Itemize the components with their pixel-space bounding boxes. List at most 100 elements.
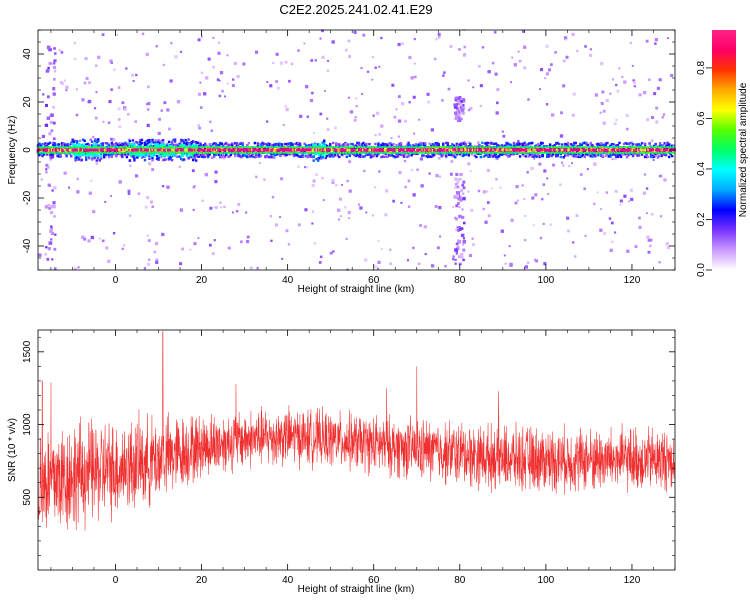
spectrogram-point <box>209 244 212 247</box>
spectrogram-point <box>375 67 377 69</box>
spectrogram-point <box>297 166 299 168</box>
spectrogram-point <box>45 205 48 208</box>
spectrogram-point <box>597 191 599 193</box>
spectrogram-point <box>147 86 150 89</box>
spectrogram-point <box>511 57 513 59</box>
spectrogram-point <box>113 69 115 71</box>
spectrogram-point <box>601 102 604 105</box>
spectrogram-point <box>219 95 222 98</box>
spectrogram-point <box>442 154 444 156</box>
spectrogram-point <box>269 84 272 87</box>
spectrogram-point <box>626 250 629 253</box>
spectrogram-point <box>420 157 423 160</box>
spectrogram-point <box>505 263 507 265</box>
spectrogram-point <box>393 116 396 119</box>
colorbar: 0.00.20.40.60.8 Normalized spectral ampl… <box>696 30 749 277</box>
spectrogram-point <box>168 128 171 131</box>
spectrogram-point <box>653 92 656 95</box>
spectrogram-point <box>380 124 383 127</box>
spectrogram-point <box>219 202 221 204</box>
spectrogram-point <box>398 171 401 174</box>
spectrogram-point <box>651 213 654 216</box>
spectrogram-point <box>447 142 449 144</box>
spectrogram-point <box>485 221 488 224</box>
spectrogram-point <box>330 252 333 255</box>
spectrogram-point <box>560 134 563 137</box>
spectrogram-point <box>597 154 599 156</box>
spectrogram-point <box>78 266 80 268</box>
spectrogram-point <box>461 118 463 120</box>
spectrogram-point <box>121 101 124 104</box>
spectrogram-point <box>561 143 563 145</box>
spectrogram-point <box>458 114 461 117</box>
spectrogram-point <box>663 178 666 181</box>
spectrogram-point <box>208 58 211 61</box>
spectrogram-point <box>80 159 82 161</box>
spectrogram-point <box>53 248 56 251</box>
spectrogram-point <box>600 208 602 210</box>
colorbar-tick-label: 0.6 <box>696 111 707 125</box>
spectrogram-point <box>618 68 620 70</box>
spectrogram-point <box>403 154 405 156</box>
spectrogram-point <box>461 234 464 237</box>
spectrogram-point <box>53 92 56 95</box>
spectrogram-point <box>311 222 313 224</box>
spectrogram-point <box>657 155 659 157</box>
spectrogram-point <box>123 244 125 246</box>
spectrogram-point <box>327 128 330 131</box>
spectrogram-point <box>543 169 546 172</box>
spectrogram-point <box>96 159 98 161</box>
spectrogram-point <box>431 128 434 131</box>
spectrogram-point <box>232 212 234 214</box>
spectrogram-point <box>435 174 438 177</box>
spectrogram-point <box>266 120 268 122</box>
spectrogram-xtick-label: 100 <box>538 275 555 286</box>
spectrogram-point <box>435 205 438 208</box>
spectrogram-point <box>378 66 380 68</box>
spectrogram-point <box>177 100 180 103</box>
spectrogram-point <box>461 256 463 258</box>
spectrogram-point <box>671 155 673 157</box>
spectrogram-point <box>110 88 113 91</box>
spectrogram-point <box>320 256 323 259</box>
spectrogram-point <box>247 236 250 239</box>
spectrogram-point <box>348 217 350 219</box>
spectrogram-point <box>409 101 411 103</box>
spectrogram-point <box>53 66 56 69</box>
spectrogram-point <box>602 154 604 156</box>
spectrogram-point <box>102 144 104 146</box>
spectrogram-point <box>48 132 51 135</box>
spectrogram-point <box>646 236 649 239</box>
spectrogram-point <box>48 184 51 187</box>
spectrogram-point <box>97 157 99 159</box>
spectrogram-point <box>438 36 440 38</box>
spectrogram-point <box>255 156 257 158</box>
spectrogram-point <box>429 172 431 174</box>
spectrogram-point <box>107 260 110 263</box>
spectrogram-point <box>304 166 306 168</box>
spectrogram-point <box>454 156 456 158</box>
spectrogram-point <box>47 46 51 50</box>
spectrogram-point <box>283 124 285 126</box>
spectrogram-point <box>49 142 51 144</box>
spectrogram-point <box>459 228 462 231</box>
spectrogram-point <box>551 113 554 116</box>
spectrogram-point <box>418 119 420 121</box>
spectrogram-point <box>540 68 543 71</box>
spectrogram-point <box>514 63 517 66</box>
spectrogram-point <box>380 37 382 39</box>
spectrogram-point <box>455 117 458 120</box>
spectrogram-point <box>515 202 518 205</box>
spectrogram-point <box>148 158 150 160</box>
spectrogram-point <box>469 143 471 145</box>
spectrogram-point <box>311 92 314 95</box>
spectrogram-point <box>384 213 387 216</box>
spectrogram-point <box>45 246 47 248</box>
spectrogram-point <box>659 142 661 144</box>
spectrogram-point <box>323 199 325 201</box>
colorbar-gradient <box>712 30 736 270</box>
spectrogram-point <box>198 38 201 41</box>
spectrogram-point <box>589 54 592 57</box>
spectrogram-point <box>270 215 272 217</box>
spectrogram-xtick-label: 80 <box>454 275 466 286</box>
